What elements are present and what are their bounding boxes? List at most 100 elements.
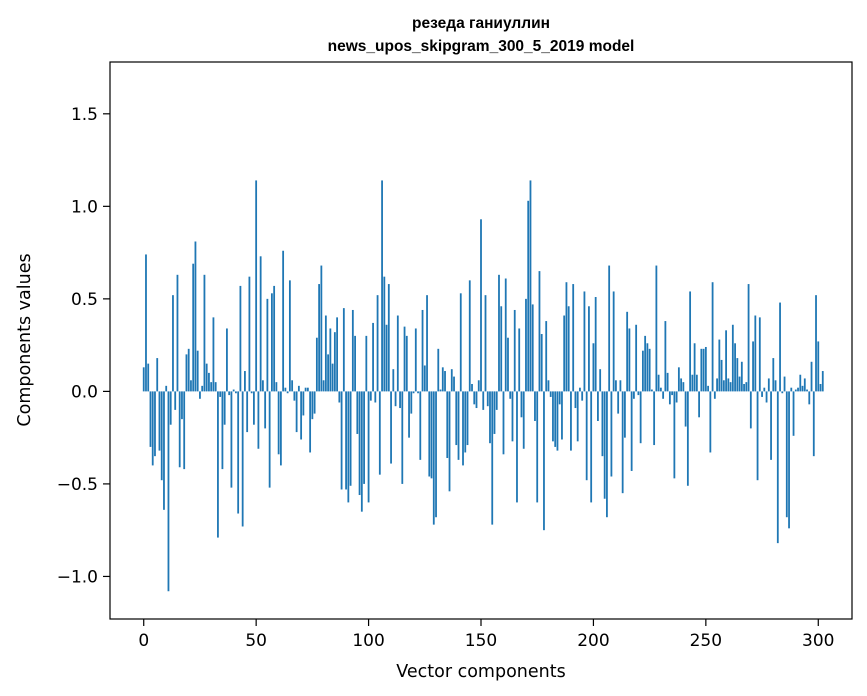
bar-70 xyxy=(300,391,303,440)
bar-117 xyxy=(405,335,408,392)
bar-246 xyxy=(695,374,698,392)
bar-199 xyxy=(590,391,593,503)
bar-82 xyxy=(327,354,329,392)
bar-182 xyxy=(552,391,554,442)
bar-84 xyxy=(331,363,334,392)
bar-56 xyxy=(268,391,271,488)
bar-226 xyxy=(650,389,653,392)
bar-21 xyxy=(190,380,192,392)
bar-171 xyxy=(527,200,530,392)
bar-5 xyxy=(154,391,156,457)
bar-272 xyxy=(754,315,757,392)
bar-149 xyxy=(477,380,480,392)
bar-180 xyxy=(547,380,550,392)
bar-270 xyxy=(749,391,752,429)
bar-103 xyxy=(374,391,377,403)
bar-91 xyxy=(347,391,350,503)
bar-188 xyxy=(565,282,568,392)
bar-145 xyxy=(468,280,471,392)
bar-160 xyxy=(502,391,505,455)
bar-248 xyxy=(700,348,703,392)
bar-143 xyxy=(464,391,467,453)
bar-249 xyxy=(702,348,705,392)
bar-208 xyxy=(610,391,613,477)
bar-18 xyxy=(183,391,186,470)
bar-218 xyxy=(633,391,635,399)
bar-285 xyxy=(783,376,786,392)
bar-294 xyxy=(803,378,806,392)
bar-34 xyxy=(219,391,222,397)
bar-33 xyxy=(217,391,219,538)
bar-290 xyxy=(794,389,797,392)
bar-29 xyxy=(208,372,210,392)
bar-25 xyxy=(199,391,201,399)
bar-146 xyxy=(471,383,473,392)
bar-247 xyxy=(698,391,700,418)
bar-166 xyxy=(516,391,518,503)
bar-37 xyxy=(226,328,228,392)
x-tick-label: 50 xyxy=(245,631,267,651)
bar-2 xyxy=(147,363,150,392)
bar-250 xyxy=(704,346,707,392)
bar-137 xyxy=(450,369,453,392)
x-tick-label: 250 xyxy=(690,631,722,651)
bar-51 xyxy=(257,391,260,449)
x-tick-label: 100 xyxy=(352,631,384,651)
bar-197 xyxy=(585,391,588,481)
bar-153 xyxy=(486,391,489,407)
bar-28 xyxy=(205,363,208,392)
bar-219 xyxy=(635,324,638,392)
bar-254 xyxy=(713,391,716,399)
bar-152 xyxy=(484,295,487,392)
bar-131 xyxy=(437,348,440,392)
bar-3 xyxy=(149,391,152,447)
bar-196 xyxy=(583,291,586,392)
bar-4 xyxy=(151,391,154,466)
x-axis-label: Vector components xyxy=(396,662,565,682)
bar-204 xyxy=(601,391,604,457)
bar-217 xyxy=(630,391,633,471)
bar-184 xyxy=(556,391,559,451)
bar-175 xyxy=(536,391,539,503)
bar-251 xyxy=(707,385,709,392)
bar-127 xyxy=(428,391,431,477)
bar-27 xyxy=(203,274,206,392)
y-tick-label: 0.5 xyxy=(71,290,98,310)
bar-60 xyxy=(277,391,280,455)
bar-299 xyxy=(815,295,817,392)
bar-10 xyxy=(165,385,168,392)
bar-274 xyxy=(758,317,761,392)
bar-207 xyxy=(608,265,611,392)
bar-83 xyxy=(329,328,332,392)
bar-112 xyxy=(394,391,397,407)
bar-164 xyxy=(511,391,514,442)
bar-100 xyxy=(367,391,370,503)
bar-135 xyxy=(446,391,449,459)
bar-256 xyxy=(718,339,721,392)
bar-12 xyxy=(169,391,172,425)
x-tick-label: 300 xyxy=(802,631,834,651)
bar-75 xyxy=(311,391,314,420)
bar-130 xyxy=(435,391,437,518)
bar-190 xyxy=(570,391,572,451)
bar-186 xyxy=(561,391,563,440)
bar-93 xyxy=(351,309,354,392)
bar-124 xyxy=(421,309,424,392)
bar-280 xyxy=(772,358,775,392)
bar-194 xyxy=(579,387,581,392)
bar-102 xyxy=(372,322,374,392)
bar-9 xyxy=(163,391,165,510)
bar-154 xyxy=(489,391,491,444)
bar-220 xyxy=(637,391,640,396)
bar-165 xyxy=(513,309,516,392)
bar-87 xyxy=(338,391,341,403)
bar-58 xyxy=(273,285,276,392)
bar-228 xyxy=(655,265,658,392)
x-tick-label: 150 xyxy=(465,631,497,651)
bar-189 xyxy=(567,306,570,392)
bar-271 xyxy=(752,341,754,392)
bar-273 xyxy=(756,391,759,481)
y-axis-label: Components values xyxy=(15,253,35,426)
bar-275 xyxy=(761,391,763,397)
bar-138 xyxy=(453,376,455,392)
